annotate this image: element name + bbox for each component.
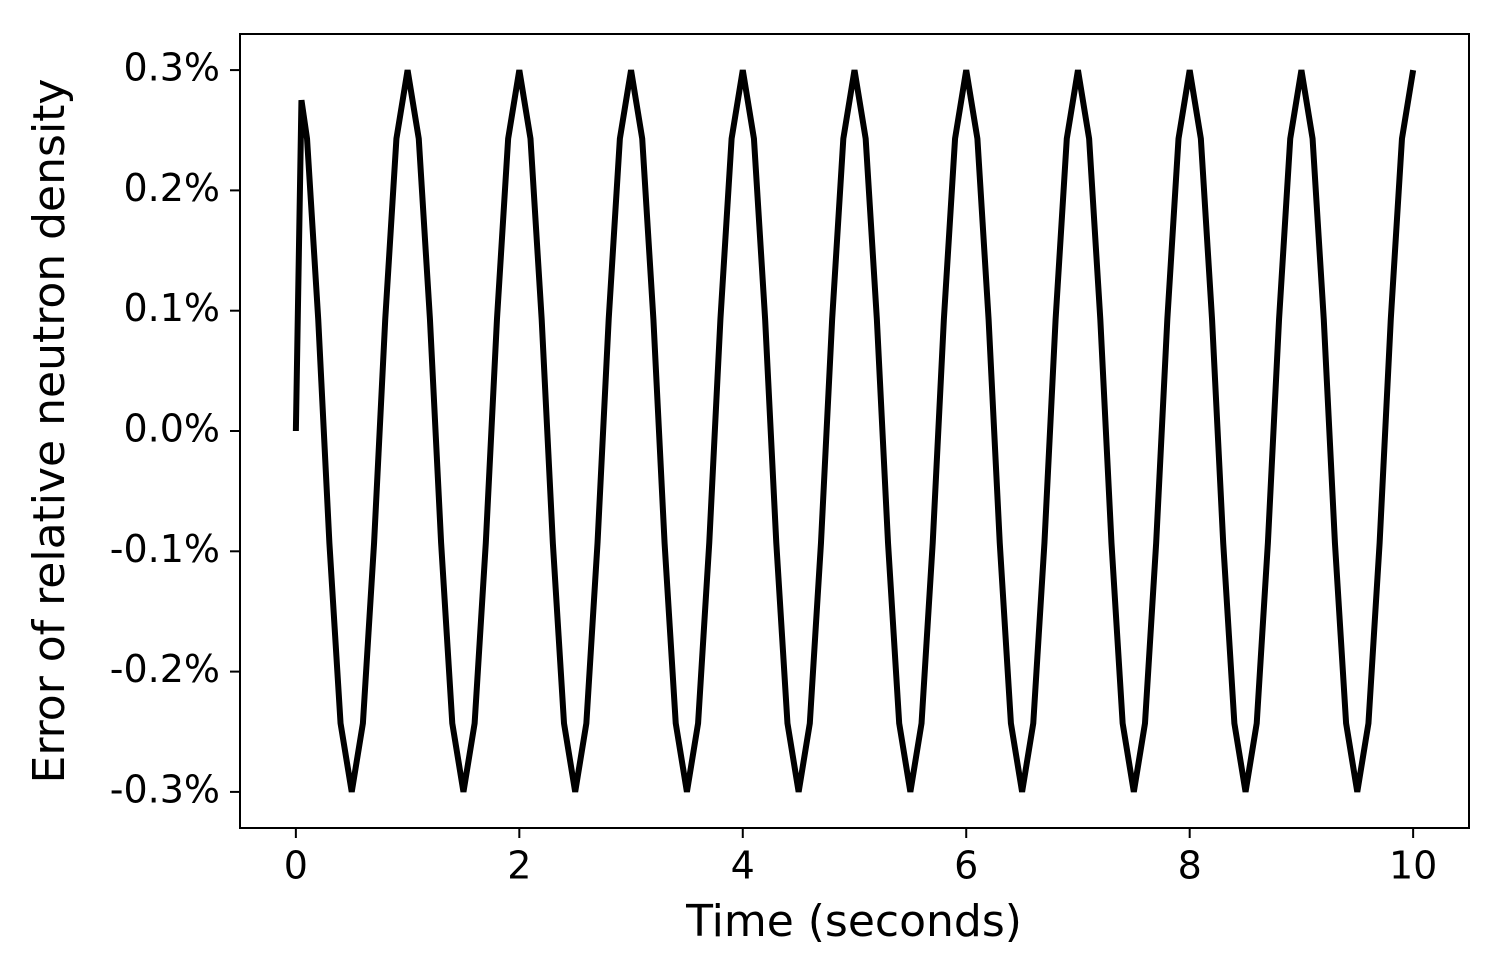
x-tick-label: 10 <box>1389 844 1437 888</box>
y-tick-label: 0.0% <box>123 407 220 451</box>
y-tick-label: -0.2% <box>110 647 220 691</box>
y-axis-label: Error of relative neutron density <box>24 79 75 784</box>
x-tick-label: 4 <box>731 844 755 888</box>
y-tick-label: -0.1% <box>110 527 220 571</box>
y-tick-label: 0.2% <box>123 166 220 210</box>
y-tick-label: 0.3% <box>123 46 220 90</box>
y-tick-label: 0.1% <box>123 286 220 330</box>
x-tick-label: 0 <box>284 844 308 888</box>
x-axis-label: Time (seconds) <box>685 896 1022 947</box>
y-tick-label: -0.3% <box>110 767 220 811</box>
x-tick-label: 2 <box>507 844 531 888</box>
plot-frame <box>239 33 1470 829</box>
x-tick-label: 6 <box>954 844 978 888</box>
data-line <box>292 69 1417 793</box>
x-tick-label: 8 <box>1178 844 1202 888</box>
